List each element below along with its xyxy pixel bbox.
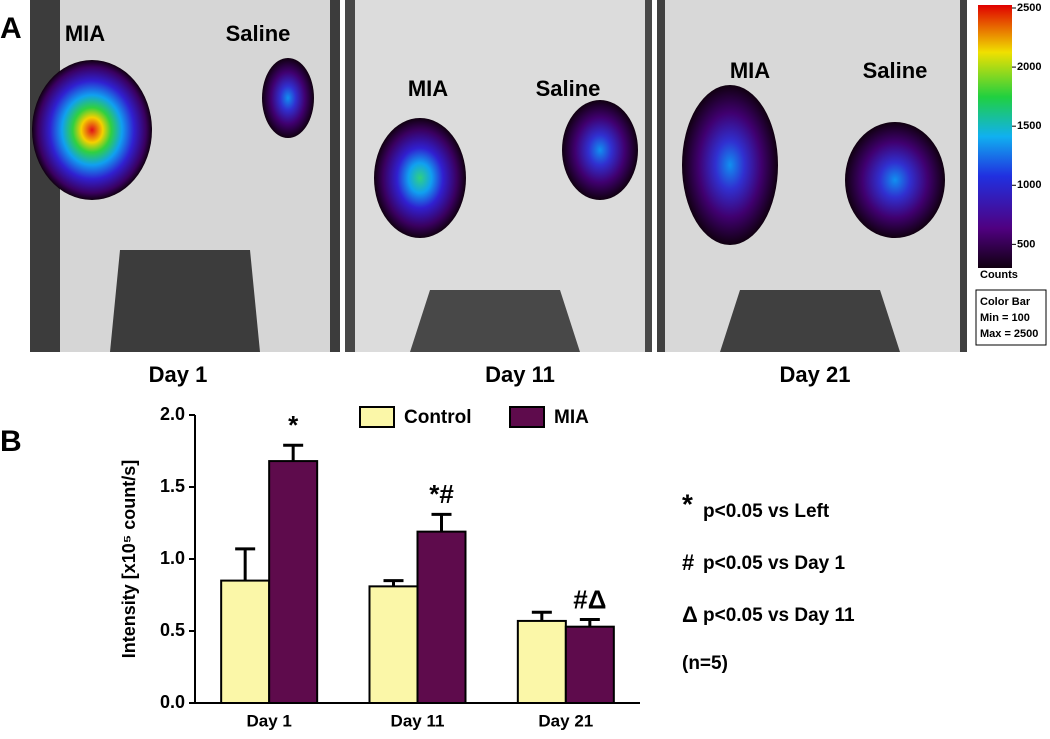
- image-label: Saline: [863, 58, 928, 83]
- photo: [345, 0, 652, 352]
- photo: [657, 0, 967, 352]
- significance-mark: *#: [429, 479, 454, 509]
- significance-mark: *: [288, 410, 299, 440]
- note-text: p<0.05 vs Left: [703, 501, 830, 522]
- bar: [220, 579, 271, 704]
- bar: [368, 585, 419, 704]
- note-text: p<0.05 vs Day 11: [703, 605, 855, 626]
- image-label: Saline: [536, 76, 601, 101]
- colorbar-info: Color Bar: [980, 296, 1031, 308]
- note-symbol: #: [682, 550, 694, 575]
- panel-label: A: [0, 12, 22, 45]
- legend-label: MIA: [554, 407, 589, 428]
- colorbar-tick-label: 2500: [1017, 2, 1041, 14]
- error-bar: [283, 443, 304, 462]
- colorbar-info: Min = 100: [980, 312, 1030, 324]
- x-tick-label: Day 11: [391, 711, 445, 730]
- error-bar: [531, 610, 552, 621]
- colorbar-label: Counts: [980, 269, 1018, 281]
- axes: [194, 415, 640, 704]
- bar: [564, 625, 615, 704]
- colorbar: [978, 5, 1012, 268]
- bar: [516, 619, 567, 704]
- error-bar: [431, 512, 452, 532]
- note-symbol: *: [682, 488, 693, 519]
- legend-label: Control: [404, 407, 472, 428]
- image-label: MIA: [65, 21, 105, 46]
- colorbar-info: Max = 2500: [980, 328, 1038, 340]
- y-tick-label: 0.5: [160, 620, 185, 640]
- y-axis-title: Intensity [x10⁵ count/s]: [119, 460, 139, 659]
- y-tick-label: 1.0: [160, 548, 185, 568]
- colorbar-box: [975, 289, 1047, 346]
- image-caption: Day 21: [780, 362, 851, 387]
- y-tick-label: 0.0: [160, 692, 185, 712]
- legend-swatch: [359, 406, 395, 428]
- colorbar-tick-label: 1000: [1017, 179, 1041, 191]
- x-tick-label: Day 1: [246, 711, 291, 730]
- image-caption: Day 11: [485, 362, 555, 387]
- note-symbol: Δ: [682, 602, 698, 627]
- error-bar: [235, 547, 256, 581]
- image-label: MIA: [408, 76, 448, 101]
- bar: [416, 530, 467, 705]
- colorbar-tick-label: 500: [1017, 238, 1035, 250]
- x-tick-label: Day 21: [538, 711, 593, 730]
- significance-mark: #Δ: [573, 584, 606, 614]
- error-bar: [383, 579, 404, 587]
- sample-size: (n=5): [682, 653, 728, 674]
- bar: [268, 460, 319, 704]
- image-label: Saline: [226, 21, 291, 46]
- image-caption: Day 1: [149, 362, 208, 387]
- colorbar-tick-label: 1500: [1017, 120, 1041, 132]
- image-label: MIA: [730, 58, 770, 83]
- y-tick-label: 2.0: [160, 404, 185, 424]
- error-bar: [579, 617, 600, 627]
- photo: [30, 0, 340, 352]
- y-tick-label: 1.5: [160, 476, 185, 496]
- note-text: p<0.05 vs Day 1: [703, 553, 846, 574]
- colorbar-tick-label: 2000: [1017, 61, 1041, 73]
- legend-swatch: [509, 406, 545, 428]
- panel-label: B: [0, 425, 22, 458]
